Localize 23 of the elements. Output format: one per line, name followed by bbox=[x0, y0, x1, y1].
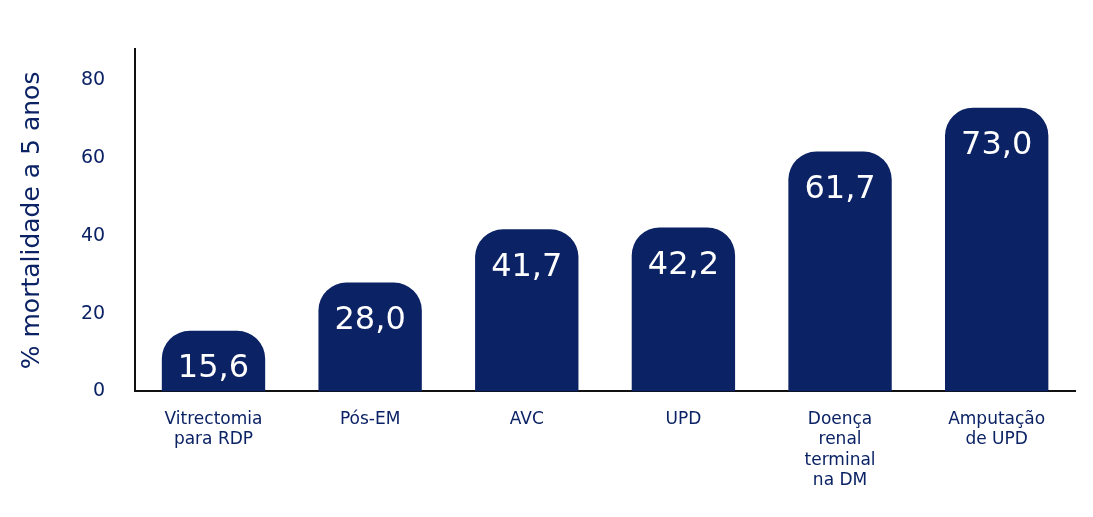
bar bbox=[318, 282, 422, 392]
bar bbox=[788, 151, 892, 392]
bar bbox=[944, 107, 1049, 392]
bar bbox=[475, 229, 579, 392]
y-tick-label: 60 bbox=[80, 145, 106, 168]
y-axis-title: % mortalidade a 5 anos bbox=[15, 71, 45, 370]
x-tick-label: Doença renal terminal na DM bbox=[804, 408, 876, 490]
bar bbox=[631, 227, 736, 392]
data-label: 42,2 bbox=[647, 243, 720, 282]
x-tick-label: UPD bbox=[665, 408, 702, 429]
data-label: 15,6 bbox=[177, 347, 250, 386]
y-tick-label: 0 bbox=[93, 378, 106, 401]
data-label: 73,0 bbox=[961, 124, 1033, 163]
x-tick-label: Vitrectomia para RDP bbox=[164, 408, 263, 449]
x-tick-label: Pós-EM bbox=[339, 408, 401, 429]
x-tick-label: Amputação de UPD bbox=[948, 408, 1046, 449]
y-tick-label: 20 bbox=[80, 300, 106, 323]
data-label: 28,0 bbox=[334, 298, 406, 337]
y-tick-label: 80 bbox=[80, 67, 106, 90]
y-tick-label: 40 bbox=[80, 222, 106, 245]
x-tick-label: AVC bbox=[509, 408, 544, 429]
data-label: 61,7 bbox=[804, 167, 876, 206]
data-label: 41,7 bbox=[491, 245, 563, 284]
